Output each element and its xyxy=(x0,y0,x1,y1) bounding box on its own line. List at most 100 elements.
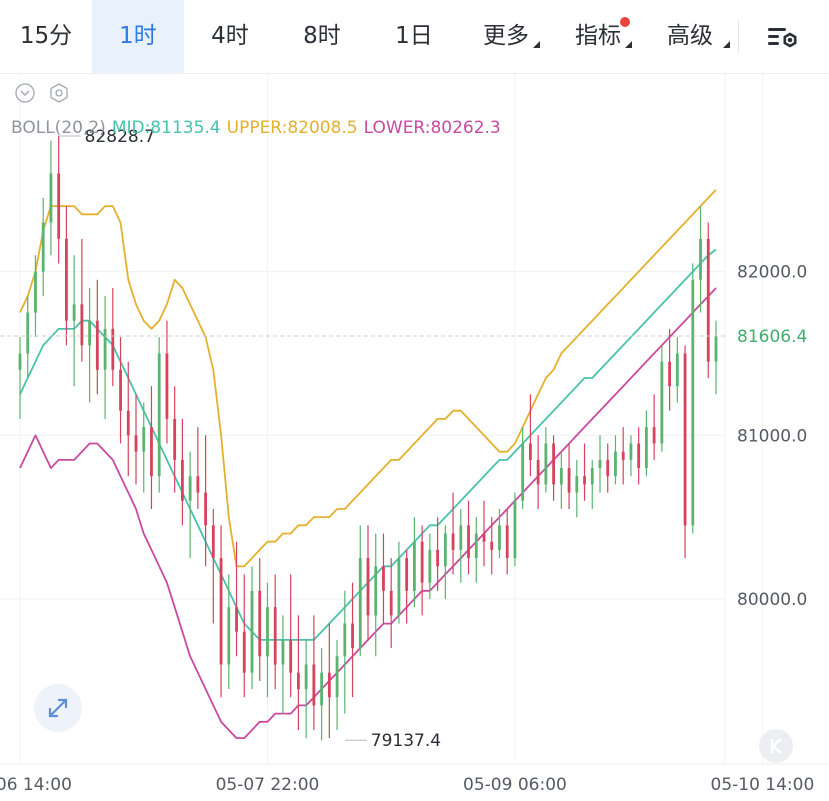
candle-body xyxy=(219,558,223,665)
tab-1h[interactable]: 1时 xyxy=(92,0,184,73)
y-tick-label: 80000.0 xyxy=(737,590,807,610)
dropdown-triangle-icon xyxy=(526,41,540,48)
candle-body xyxy=(614,451,617,477)
candle-body xyxy=(699,238,702,280)
candle-body xyxy=(273,607,277,665)
interval-tabbar: 15分 1时 4时 8时 1日 更多 指标 高级 xyxy=(0,0,829,74)
candle-body xyxy=(204,492,207,526)
candle-body xyxy=(428,549,432,583)
candle-body xyxy=(304,664,308,690)
candle-body xyxy=(111,328,115,370)
candle-body xyxy=(529,443,532,460)
tab-advanced[interactable]: 高级 xyxy=(644,0,736,73)
candle-body xyxy=(575,476,579,493)
candle-body xyxy=(72,304,76,321)
candle-body xyxy=(327,672,331,698)
candle-body xyxy=(281,639,285,665)
candle-body xyxy=(258,590,262,657)
candle-body xyxy=(289,639,293,673)
candle-body xyxy=(49,173,53,223)
candle-body xyxy=(621,451,625,460)
x-tick-label: 05-10 14:00 xyxy=(711,775,815,795)
tab-8h-label: 8时 xyxy=(303,23,341,49)
candle-body xyxy=(57,173,61,239)
candle-body xyxy=(536,459,540,485)
tab-indicators-label: 指标 xyxy=(575,23,621,49)
tab-15m[interactable]: 15分 xyxy=(0,0,92,73)
legend-lower: LOWER:80262.3 xyxy=(363,118,501,138)
tab-1d[interactable]: 1日 xyxy=(368,0,460,73)
tab-advanced-label: 高级 xyxy=(667,23,713,49)
candle-body xyxy=(583,476,586,485)
candle-body xyxy=(521,443,525,501)
candle-body xyxy=(552,443,555,485)
hexagon-settings-icon[interactable] xyxy=(49,83,69,103)
candle-body xyxy=(34,271,37,313)
candle-body xyxy=(691,279,695,526)
candle-body xyxy=(119,369,122,411)
candle-body xyxy=(88,320,91,346)
tab-1d-label: 1日 xyxy=(395,23,433,49)
boll-legend: BOLL(20,2) MID:81135.4 UPPER:82008.5 LOWER:… xyxy=(11,118,507,138)
tab-more[interactable]: 更多 xyxy=(460,0,552,73)
candle-body xyxy=(590,468,594,485)
candle-body xyxy=(150,427,153,477)
candle-body xyxy=(389,590,393,616)
candle-body xyxy=(103,328,107,370)
candle-body xyxy=(95,320,99,370)
chart-settings-icon[interactable] xyxy=(762,22,802,52)
tab-more-label: 更多 xyxy=(483,23,529,49)
candle-body xyxy=(242,631,246,673)
candle-body xyxy=(266,607,269,657)
legend-upper: UPPER:82008.5 xyxy=(226,118,358,138)
candle-body xyxy=(196,476,200,493)
candle-body xyxy=(188,476,192,501)
candle-body xyxy=(157,353,161,477)
candle-body xyxy=(320,672,323,706)
candle-body xyxy=(297,672,300,690)
candle-body xyxy=(211,525,215,559)
x-tick-label: 05-09 06:00 xyxy=(463,775,567,795)
candle-body xyxy=(351,623,354,649)
boll-lower-line xyxy=(19,287,717,739)
candle-body xyxy=(505,525,509,559)
candle-body xyxy=(173,418,177,460)
candle-body xyxy=(513,500,517,559)
candle-body xyxy=(335,656,339,698)
candle-body xyxy=(706,238,710,362)
tab-1h-label: 1时 xyxy=(119,23,157,49)
candle-body xyxy=(181,459,184,501)
candle-body xyxy=(366,558,370,616)
x-tick-label: 05-06 14:00 xyxy=(0,775,72,795)
last-price-label: 81606.4 xyxy=(737,327,807,347)
boll-upper-line xyxy=(19,189,717,568)
candle-body xyxy=(714,336,718,362)
candle-body xyxy=(405,558,409,591)
candle-body xyxy=(598,459,602,469)
candle-body xyxy=(474,533,478,559)
notification-dot-icon xyxy=(620,17,630,27)
candle-body xyxy=(451,533,455,550)
high-price-label: 82828.7 xyxy=(85,127,155,147)
candle-body xyxy=(675,353,679,387)
candle-body xyxy=(227,607,231,665)
low-price-label: 79137.4 xyxy=(371,731,441,751)
candlestick-chart[interactable]: 82828.7 79137.4 82000.0 81000.0 80000.0 81606… xyxy=(0,74,829,801)
candle-body xyxy=(312,664,316,706)
tab-indicators[interactable]: 指标 xyxy=(552,0,644,73)
candle-body xyxy=(343,623,347,657)
dropdown-triangle-icon xyxy=(716,41,730,48)
tab-4h[interactable]: 4时 xyxy=(184,0,276,73)
x-tick-label: 05-07 22:00 xyxy=(216,775,320,795)
candle-body xyxy=(544,443,548,485)
candle-body xyxy=(382,566,385,591)
candle-body xyxy=(498,525,501,550)
candle-body xyxy=(126,410,130,436)
tab-8h[interactable]: 8时 xyxy=(276,0,368,73)
candle-body xyxy=(142,427,146,452)
tab-4h-label: 4时 xyxy=(211,23,249,49)
chevron-down-circle-icon[interactable] xyxy=(15,83,35,103)
candle-body xyxy=(559,468,563,485)
expand-arrows-icon[interactable] xyxy=(34,684,82,732)
k-icon[interactable] xyxy=(759,729,793,763)
